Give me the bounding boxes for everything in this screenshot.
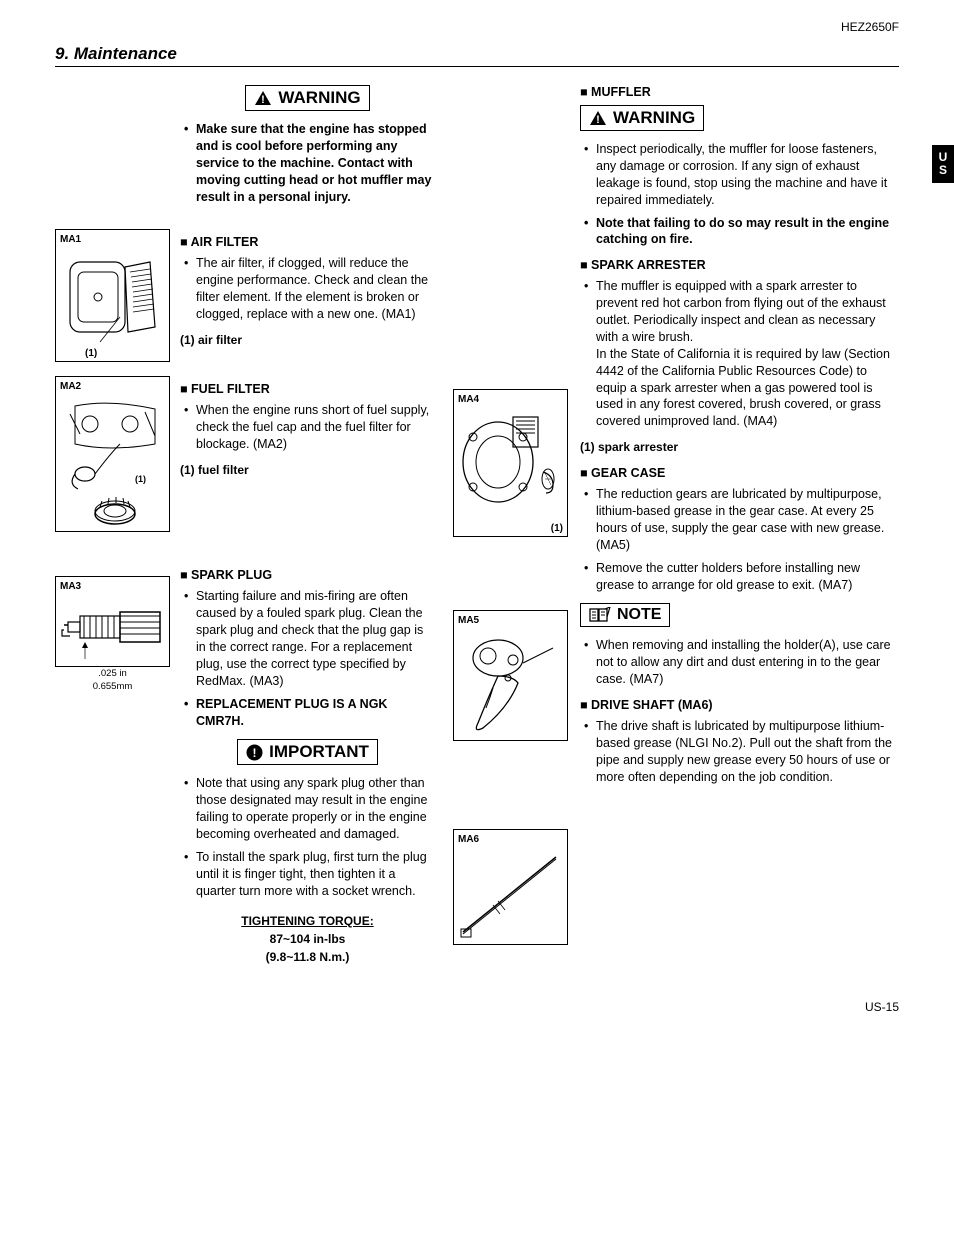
spark-arrester-caption: (1) spark arrester (580, 440, 899, 454)
svg-text:!: ! (262, 94, 266, 106)
figure-ma4: MA4 (1) (453, 389, 568, 537)
warning-triangle-icon: ! (254, 90, 272, 106)
fuel-filter-section: MA2 (1) (55, 376, 435, 532)
figure-ma6: MA6 (453, 829, 568, 945)
svg-text:(1): (1) (135, 474, 146, 484)
page-number: US-15 (55, 1000, 899, 1014)
air-filter-caption: (1) air filter (180, 333, 435, 347)
two-column-layout: ! WARNING Make sure that the engine has … (55, 79, 899, 980)
note-callout: NOTE (580, 603, 899, 627)
engine-stop-warning: Make sure that the engine has stopped an… (180, 121, 435, 205)
figure-ma5: MA5 (453, 610, 568, 741)
gear-case-text-1: The reduction gears are lubricated by mu… (584, 486, 899, 554)
muffler-fire-warning: Note that failing to do so may result in… (584, 215, 899, 249)
warning-triangle-icon: ! (589, 110, 607, 126)
right-column: MA4 (1) MA5 (453, 79, 899, 980)
model-code: HEZ2650F (55, 20, 899, 34)
note-page-icon (589, 607, 611, 623)
section-title: 9. Maintenance (55, 44, 899, 67)
warning-callout: ! WARNING (180, 85, 435, 111)
language-tab: U S (932, 145, 954, 183)
muffler-warning-text: Inspect periodically, the muffler for lo… (584, 141, 899, 209)
right-text: MUFFLER ! WARNING Inspect periodically, … (580, 79, 899, 980)
note-text: When removing and installing the holder(… (584, 637, 899, 688)
svg-text:!: ! (253, 746, 257, 760)
muffler-head: MUFFLER (580, 85, 899, 99)
right-figures: MA4 (1) MA5 (453, 79, 568, 980)
tightening-torque: TIGHTENING TORQUE: 87~104 in-lbs (9.8~11… (180, 912, 435, 966)
spark-arrester-head: SPARK ARRESTER (580, 258, 899, 272)
air-filter-head: AIR FILTER (180, 235, 435, 249)
warning-callout-2: ! WARNING (580, 105, 899, 131)
gear-case-head: GEAR CASE (580, 466, 899, 480)
gear-case-text-2: Remove the cutter holders before install… (584, 560, 899, 594)
replacement-plug: REPLACEMENT PLUG IS A NGK CMR7H. (184, 696, 435, 730)
figure-ma3: MA3 (55, 576, 170, 667)
important-callout: ! IMPORTANT (180, 739, 435, 765)
left-column: ! WARNING Make sure that the engine has … (55, 79, 435, 980)
spark-arrester-text: The muffler is equipped with a spark arr… (584, 278, 899, 430)
note-label: NOTE (617, 606, 661, 624)
air-filter-text: The air filter, if clogged, will reduce … (184, 255, 435, 323)
important-label: IMPORTANT (269, 742, 369, 762)
fuel-filter-text: When the engine runs short of fuel suppl… (184, 402, 435, 453)
figure-ma1: MA1 (1) (55, 229, 170, 362)
spark-plug-head: SPARK PLUG (180, 568, 435, 582)
important-text-1: Note that using any spark plug other tha… (184, 775, 435, 843)
fuel-filter-head: FUEL FILTER (180, 382, 435, 396)
figure-ma2: MA2 (1) (55, 376, 170, 532)
air-filter-section: MA1 (1) AIR FILTER The air filter, if cl… (55, 229, 435, 362)
spark-plug-text: Starting failure and mis-firing are ofte… (184, 588, 435, 689)
warning-label: WARNING (278, 88, 360, 108)
spark-plug-section: MA3 .025 in 0.655mm (55, 562, 435, 965)
important-circle-icon: ! (246, 744, 263, 761)
spark-plug-gap-in: .025 in (55, 669, 170, 679)
important-text-2: To install the spark plug, first turn th… (184, 849, 435, 900)
drive-shaft-text: The drive shaft is lubricated by multipu… (584, 718, 899, 786)
spark-plug-gap-mm: 0.655mm (55, 682, 170, 692)
fuel-filter-caption: (1) fuel filter (180, 463, 435, 477)
svg-text:!: ! (596, 114, 600, 126)
drive-shaft-head: DRIVE SHAFT (MA6) (580, 698, 899, 712)
warning-label: WARNING (613, 108, 695, 128)
